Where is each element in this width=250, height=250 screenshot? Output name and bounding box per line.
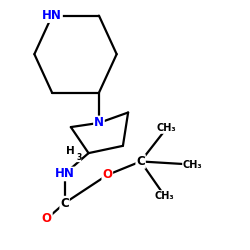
Text: O: O <box>102 168 112 181</box>
Text: CH₃: CH₃ <box>157 123 176 133</box>
Text: O: O <box>42 212 52 225</box>
Text: 3: 3 <box>76 153 81 162</box>
Text: C: C <box>60 196 69 209</box>
Text: H: H <box>66 146 75 156</box>
Text: N: N <box>94 116 104 130</box>
Text: C: C <box>136 155 145 168</box>
Text: CH₃: CH₃ <box>183 160 203 170</box>
Text: CH₃: CH₃ <box>155 191 174 201</box>
Text: HN: HN <box>42 9 62 22</box>
Text: HN: HN <box>55 168 74 180</box>
